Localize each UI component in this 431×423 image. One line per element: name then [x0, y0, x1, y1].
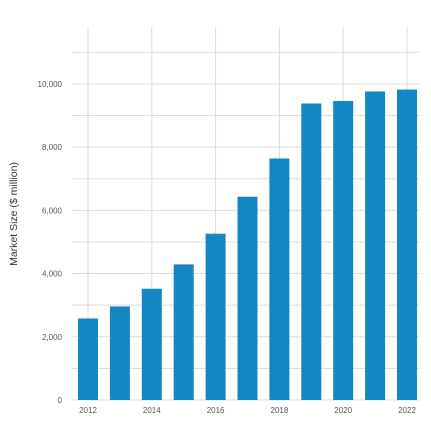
- y-tick-label: 8,000: [42, 143, 63, 152]
- y-tick-label: 10,000: [38, 80, 63, 89]
- y-tick-label: 2,000: [42, 333, 63, 342]
- x-tick-label: 2016: [207, 406, 225, 415]
- bar-2021: [365, 91, 386, 401]
- bar-2019: [301, 103, 322, 400]
- y-axis-title: Market Size ($ million): [8, 162, 20, 266]
- bar-2014: [141, 288, 162, 400]
- bar-2017: [237, 196, 258, 400]
- x-tick-label: 2020: [334, 406, 352, 415]
- bar-2015: [173, 264, 194, 400]
- bar-2013: [109, 306, 130, 400]
- x-tick-label: 2022: [398, 406, 416, 415]
- y-tick-label: 0: [58, 396, 63, 405]
- x-tick-label: 2012: [79, 406, 97, 415]
- x-tick-label: 2014: [143, 406, 161, 415]
- bar-2016: [205, 233, 226, 400]
- bar-2018: [269, 158, 290, 400]
- axes: 0 2,000 4,000 6,000 8,000 10,000 2012 2014 2016 2…: [38, 80, 417, 415]
- bar-2012: [78, 318, 98, 400]
- bar-2020: [333, 100, 354, 400]
- bars: [78, 89, 417, 401]
- y-tick-label: 4,000: [42, 270, 63, 279]
- bar-2022: [397, 89, 417, 400]
- y-tick-label: 6,000: [42, 206, 63, 215]
- x-tick-label: 2018: [271, 406, 289, 415]
